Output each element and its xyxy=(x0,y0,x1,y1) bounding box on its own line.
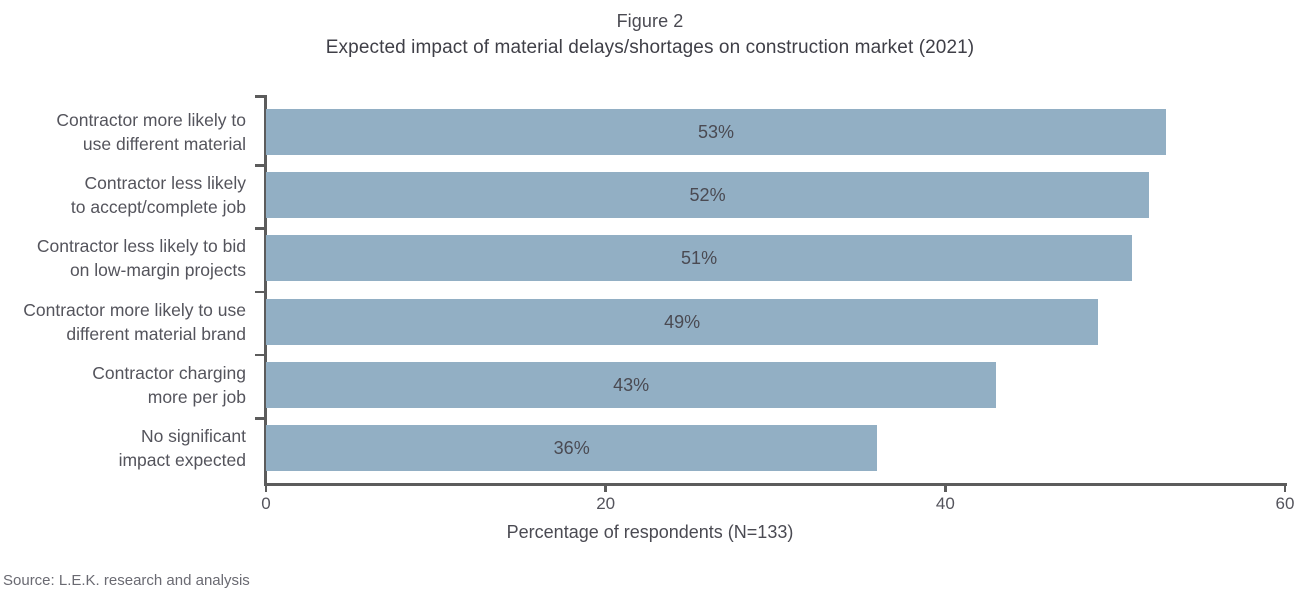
bar-row: 36% xyxy=(255,417,1285,480)
figure-header: Figure 2 Expected impact of material del… xyxy=(0,8,1300,62)
category-label-line: on low-margin projects xyxy=(69,260,246,281)
bar[interactable] xyxy=(266,109,1167,155)
bar[interactable] xyxy=(266,235,1133,282)
y-axis-line xyxy=(264,95,267,485)
category-label-line: different material brand xyxy=(66,323,246,344)
source-note: Source: L.E.K. research and analysis xyxy=(3,572,250,589)
category-label: Contractor more likely to use different m… xyxy=(0,298,246,346)
category-label-line: Contractor less likely to bid xyxy=(36,236,246,257)
category-label: Contractor charging more per job xyxy=(0,361,246,409)
category-label-line: Contractor charging xyxy=(92,362,246,383)
y-axis-tick xyxy=(255,417,266,420)
category-label-line: Contractor more likely to use xyxy=(23,299,246,320)
x-axis-tick-label: 20 xyxy=(596,494,616,513)
category-label-line: use different material xyxy=(82,134,246,154)
category-label: Contractor less likely to bid on low-marg… xyxy=(0,234,246,282)
bar-chart: 53% 52% 51% 49% 43% 36% 0 20 40 60 Percentage of… xyxy=(0,90,1300,542)
bar-row: 49% xyxy=(255,290,1285,354)
y-axis-tick xyxy=(255,227,266,230)
x-axis-title: Percentage of respondents (N=133) xyxy=(506,522,794,542)
figure-title: Expected impact of material delays/short… xyxy=(325,37,975,58)
category-label-line: No significant xyxy=(140,426,246,446)
plot-area: 53% 52% 51% 49% 43% 36% xyxy=(255,101,1285,480)
category-label: Contractor less likely to accept/complete… xyxy=(0,171,246,219)
bar[interactable] xyxy=(266,361,997,408)
x-axis-tick-label: 0 xyxy=(261,494,271,513)
y-axis-tick xyxy=(255,353,266,357)
bar-row: 52% xyxy=(255,164,1285,227)
category-label: No significant impact expected xyxy=(0,424,246,472)
category-label-line: Contractor less likely xyxy=(84,173,246,194)
x-axis-tick xyxy=(264,483,268,492)
x-axis-line xyxy=(264,483,1287,486)
y-axis-tick xyxy=(255,164,266,167)
bar[interactable] xyxy=(266,298,1099,345)
y-axis-tick xyxy=(255,290,266,294)
x-axis-tick xyxy=(604,483,607,492)
category-label-line: more per job xyxy=(147,386,246,407)
bar[interactable] xyxy=(266,425,878,471)
bar-row: 51% xyxy=(255,227,1285,290)
x-axis-tick xyxy=(944,483,947,492)
category-label: Contractor more likely to use different m… xyxy=(0,108,246,156)
category-label-line: impact expected xyxy=(118,450,246,470)
figure-number: Figure 2 xyxy=(616,11,684,31)
category-label-line: Contractor more likely to xyxy=(56,110,246,130)
bar-row: 43% xyxy=(255,353,1285,417)
bar[interactable] xyxy=(266,172,1150,219)
x-axis-tick xyxy=(1283,483,1287,492)
bar-row: 53% xyxy=(266,101,1285,164)
x-axis-tick-label: 60 xyxy=(1275,494,1295,513)
x-axis-tick-label: 40 xyxy=(935,494,955,513)
y-axis-tick-top xyxy=(255,95,266,98)
category-label-line: to accept/complete job xyxy=(70,197,246,218)
